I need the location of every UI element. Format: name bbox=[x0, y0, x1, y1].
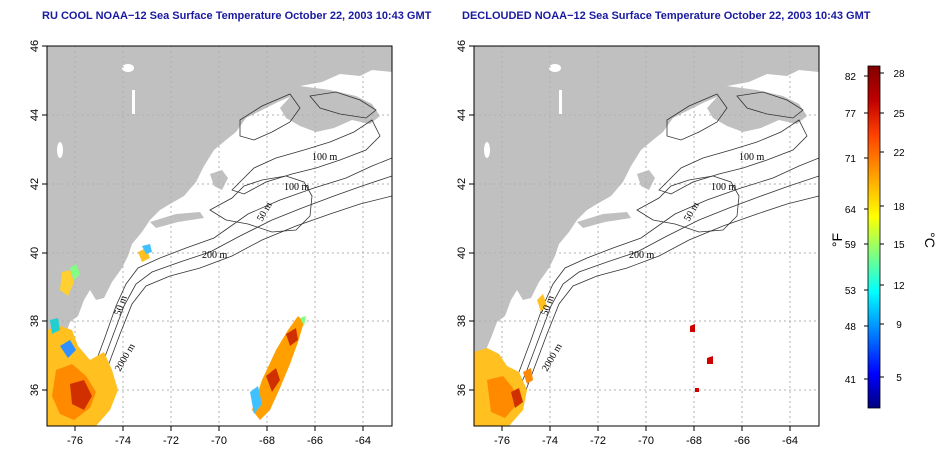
fahrenheit-tick-label: 59 bbox=[845, 240, 857, 251]
fahrenheit-tick-label: 77 bbox=[845, 109, 857, 120]
chesapeake-bay bbox=[513, 296, 525, 344]
celsius-tick-label: 9 bbox=[896, 320, 902, 331]
fahrenheit-tick-label: 71 bbox=[845, 154, 857, 165]
grid-lines bbox=[47, 46, 392, 426]
left-panel-title: RU COOL NOAA−12 Sea Surface Temperature … bbox=[42, 10, 432, 22]
nova-scotia bbox=[707, 86, 807, 132]
fahrenheit-unit-label: °F bbox=[829, 233, 845, 247]
fahrenheit-tick-label: 48 bbox=[845, 322, 857, 333]
x-tick-label: -72 bbox=[590, 435, 606, 447]
x-tick-label: -66 bbox=[734, 435, 750, 447]
x-tick-label: -68 bbox=[259, 435, 275, 447]
contour-label: 200 m bbox=[629, 250, 655, 261]
celsius-unit-label: °C bbox=[922, 232, 938, 248]
right-panel-title: DECLOUDED NOAA−12 Sea Surface Temperatur… bbox=[462, 10, 871, 22]
fahrenheit-tick-label: 64 bbox=[845, 205, 857, 216]
y-tick-label: 40 bbox=[29, 247, 41, 259]
long-island bbox=[150, 212, 204, 228]
contour-label: 100 m bbox=[312, 152, 338, 163]
lake bbox=[122, 64, 134, 72]
x-tick-label: -76 bbox=[494, 435, 510, 447]
lake bbox=[484, 142, 490, 158]
lake bbox=[132, 90, 135, 114]
x-tick-label: -64 bbox=[782, 435, 798, 447]
cape-cod bbox=[210, 170, 228, 190]
y-tick-label: 46 bbox=[456, 40, 468, 52]
x-tick-label: -66 bbox=[307, 435, 323, 447]
right-map-panel: 100 m 100 m 50 m 200 m 50 m 2000 m -76 -7… bbox=[456, 40, 820, 447]
celsius-tick-label: 28 bbox=[893, 69, 905, 80]
y-tick-label: 36 bbox=[29, 384, 41, 396]
bathymetry-contours bbox=[488, 91, 819, 426]
land-mass bbox=[47, 46, 392, 390]
lake bbox=[559, 90, 562, 114]
y-tick-label: 42 bbox=[456, 178, 468, 190]
left-axes: -76 -74 -72 -70 -68 -66 -64 36 38 40 42 44 46 bbox=[29, 40, 371, 447]
y-tick-label: 42 bbox=[29, 178, 41, 190]
long-island bbox=[577, 212, 631, 228]
fahrenheit-tick-label: 41 bbox=[845, 375, 857, 386]
contour-label: 2000 m bbox=[540, 342, 565, 374]
grid-lines bbox=[474, 46, 819, 426]
y-tick-label: 44 bbox=[29, 109, 41, 121]
celsius-tick-label: 18 bbox=[893, 202, 905, 213]
chesapeake-bay bbox=[86, 296, 98, 344]
x-tick-label: -74 bbox=[115, 435, 131, 447]
contour-label: 2000 m bbox=[113, 342, 138, 374]
x-tick-label: -70 bbox=[211, 435, 227, 447]
y-tick-label: 38 bbox=[456, 315, 468, 327]
fahrenheit-tick-label: 53 bbox=[845, 286, 857, 297]
y-tick-label: 36 bbox=[456, 384, 468, 396]
contour-label: 50 m bbox=[112, 294, 129, 317]
celsius-tick-label: 22 bbox=[893, 148, 905, 159]
lake bbox=[549, 64, 561, 72]
y-tick-label: 40 bbox=[456, 247, 468, 259]
celsius-tick-label: 12 bbox=[893, 281, 905, 292]
contour-label: 200 m bbox=[202, 250, 228, 261]
fahrenheit-tick-label: 82 bbox=[845, 72, 857, 83]
y-tick-label: 38 bbox=[29, 315, 41, 327]
y-tick-label: 44 bbox=[456, 109, 468, 121]
celsius-tick-label: 15 bbox=[893, 240, 905, 251]
celsius-tick-label: 25 bbox=[893, 109, 905, 120]
y-tick-label: 46 bbox=[29, 40, 41, 52]
x-tick-label: -74 bbox=[542, 435, 558, 447]
lake bbox=[57, 142, 63, 158]
x-tick-label: -68 bbox=[686, 435, 702, 447]
contour-label: 100 m bbox=[739, 152, 765, 163]
cape-cod bbox=[637, 170, 655, 190]
right-axes: -76 -74 -72 -70 -68 -66 -64 36 38 40 42 44 46 bbox=[456, 40, 798, 447]
contour-label: 100 m bbox=[284, 182, 310, 193]
nova-scotia bbox=[280, 86, 380, 132]
sst-data bbox=[47, 244, 306, 426]
x-tick-label: -72 bbox=[163, 435, 179, 447]
contour-label: 100 m bbox=[711, 182, 737, 193]
sst-data bbox=[474, 294, 713, 426]
x-tick-label: -70 bbox=[638, 435, 654, 447]
x-tick-label: -76 bbox=[67, 435, 83, 447]
celsius-tick-label: 5 bbox=[896, 373, 902, 384]
x-tick-label: -64 bbox=[355, 435, 371, 447]
temperature-colorbar: °F °C 82 77 71 64 59 53 48 41 28 25 22 18 15 12 9 5 bbox=[829, 65, 938, 409]
colorbar-gradient bbox=[867, 65, 881, 409]
left-map-panel: 100 m 100 m 50 m 200 m 50 m 2000 m -76 -7… bbox=[29, 40, 393, 447]
land-mass bbox=[474, 46, 819, 390]
